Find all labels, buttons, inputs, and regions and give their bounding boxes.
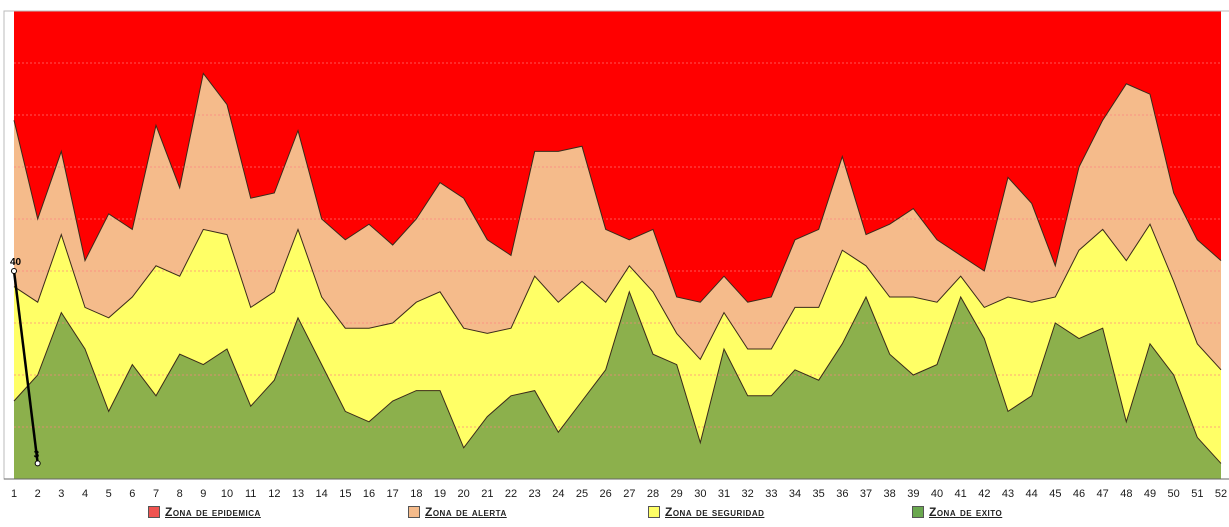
x-tick-label: 48 (1120, 488, 1132, 500)
x-tick-label: 3 (58, 488, 64, 500)
x-tick-label: 15 (339, 488, 351, 500)
x-tick-label: 11 (245, 488, 256, 500)
x-tick-label: 42 (978, 488, 990, 500)
legend-item-epidemica: Zona de epidemica (148, 505, 261, 519)
x-tick-label: 44 (1026, 488, 1038, 500)
cases-data-label: 40 (10, 257, 22, 268)
legend-swatch-seguridad (648, 506, 660, 518)
x-tick-label: 2 (35, 488, 41, 500)
x-tick-label: 26 (600, 488, 612, 500)
legend-swatch-alerta (408, 506, 420, 518)
x-tick-label: 23 (529, 488, 541, 500)
x-tick-label: 18 (410, 488, 422, 500)
x-tick-label: 50 (1168, 488, 1180, 500)
x-tick-label: 30 (694, 488, 706, 500)
x-tick-label: 22 (505, 488, 517, 500)
x-tick-label: 6 (129, 488, 135, 500)
x-tick-label: 25 (576, 488, 588, 500)
area-borders (3, 10, 1229, 480)
x-tick-label: 39 (907, 488, 919, 500)
x-tick-label: 37 (860, 488, 872, 500)
legend-item-exito: Zona de exito (912, 505, 1002, 519)
x-tick-label: 51 (1191, 488, 1203, 500)
x-tick-label: 27 (623, 488, 635, 500)
x-tick-label: 41 (955, 488, 967, 500)
border-zona-de-alerta (13, 72, 1222, 303)
cases-series-line (12, 270, 39, 464)
x-tick-label: 45 (1049, 488, 1061, 500)
x-tick-label: 40 (931, 488, 943, 500)
legend-swatch-exito (912, 506, 924, 518)
x-axis-ticks: 1 2 3 4 5 6 7 8 9 10 11 12 13 14 15 16 17 18 19 20 21 22 23 24 2… (11, 488, 1227, 500)
cases-point (34, 460, 41, 467)
legend-item-alerta: Zona de alerta (408, 505, 507, 519)
x-tick-label: 17 (387, 488, 399, 500)
area-layers (14, 11, 1221, 480)
x-tick-label: 9 (200, 488, 206, 500)
border-zona-de-exito (13, 290, 1222, 464)
x-tick-label: 28 (647, 488, 659, 500)
legend-item-seguridad: Zona de seguridad (648, 505, 764, 519)
x-tick-label: 7 (153, 488, 159, 500)
x-tick-label: 8 (177, 488, 183, 500)
x-tick-label: 4 (82, 488, 88, 500)
cases-line: 40 3 (10, 257, 41, 467)
x-tick-label: 47 (1097, 488, 1109, 500)
legend-label-epidemica: Zona de epidemica (165, 505, 261, 519)
x-tick-label: 34 (789, 488, 801, 500)
legend-swatch-epidemica (148, 506, 160, 518)
x-tick-label: 29 (671, 488, 683, 500)
x-tick-label: 21 (481, 488, 493, 500)
legend-label-seguridad: Zona de seguridad (665, 505, 765, 519)
legend-label-alerta: Zona de alerta (425, 505, 507, 519)
x-tick-label: 16 (363, 488, 375, 500)
x-tick-label: 14 (316, 488, 328, 500)
cases-data-label: 3 (34, 449, 40, 460)
x-tick-label: 49 (1144, 488, 1156, 500)
legend: Zona de epidemica Zona de alerta Zona de… (0, 505, 1229, 527)
chart-area: 403 1 2 3 4 5 6 7 8 9 10 11 12 13 14 15 16 17 18 19 20 21 22 2… (3, 10, 1229, 500)
x-tick-label: 43 (1002, 488, 1014, 500)
x-tick-label: 24 (552, 488, 564, 500)
x-tick-label: 33 (765, 488, 777, 500)
x-tick-label: 13 (292, 488, 304, 500)
x-tick-label: 52 (1215, 488, 1227, 500)
gridlines (14, 62, 1221, 428)
legend-label-exito: Zona de exito (929, 505, 1003, 519)
x-tick-label: 36 (836, 488, 848, 500)
x-tick-label: 1 (11, 488, 17, 500)
x-tick-label: 5 (106, 488, 112, 500)
x-tick-label: 32 (742, 488, 754, 500)
x-tick-label: 31 (718, 488, 730, 500)
x-tick-label: 19 (434, 488, 446, 500)
area-zona-de-exito (14, 291, 1221, 479)
x-tick-label: 46 (1073, 488, 1085, 500)
border-zona-de-seguridad (13, 223, 1222, 371)
x-tick-label: 10 (221, 488, 233, 500)
x-tick-label: 20 (458, 488, 470, 500)
x-tick-label: 12 (268, 488, 280, 500)
cases-point (11, 268, 17, 274)
x-tick-label: 35 (813, 488, 825, 500)
x-tick-label: 38 (884, 488, 896, 500)
